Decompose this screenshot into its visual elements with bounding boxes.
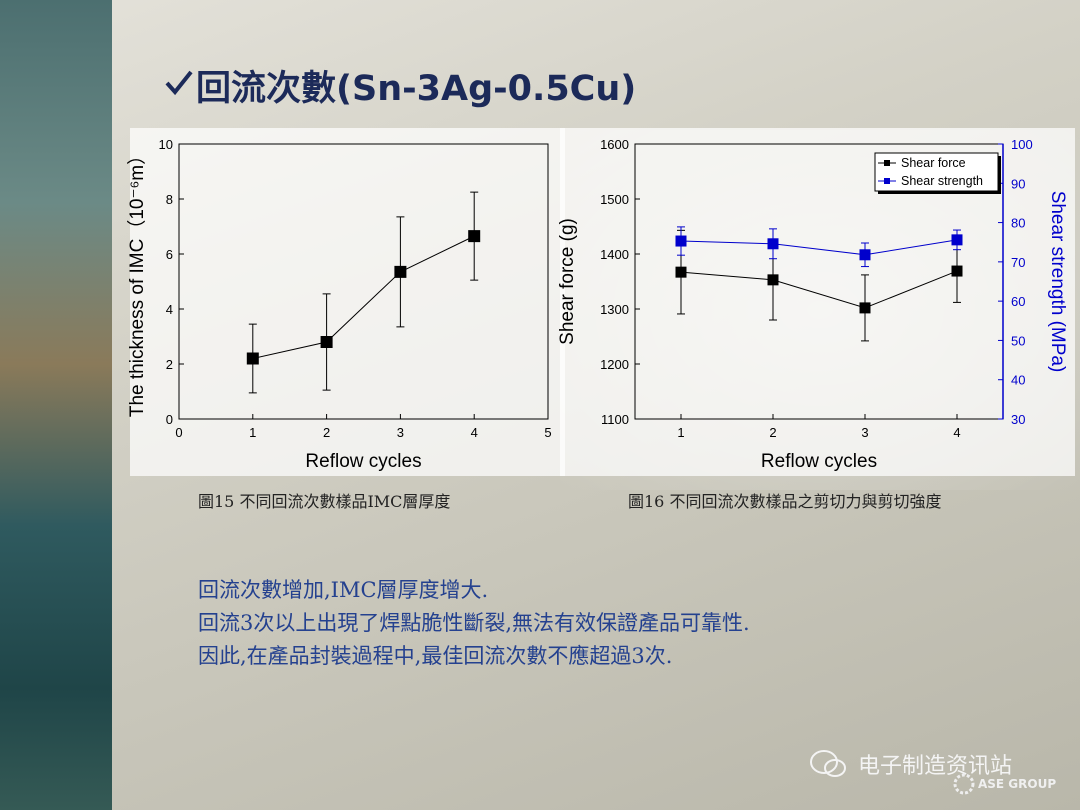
watermark: 电子制造资讯站 (858, 754, 1013, 779)
check-mark (165, 70, 193, 96)
marker (767, 238, 779, 250)
legend-box (874, 152, 999, 192)
chart: 0 1 2 3 4 5 0 2 4 6 8 10 Reflow cycles The thickness … (126, 128, 565, 476)
legend-label: Shear force (901, 156, 966, 170)
y-tick-label: 4 (166, 302, 173, 317)
y-tick-label: 1200 (600, 357, 629, 372)
y-tick-label: 0 (166, 412, 173, 427)
series-line (680, 239, 958, 256)
marker (468, 230, 481, 243)
y2-tick-label: 50 (1011, 333, 1025, 348)
marker (320, 336, 333, 348)
y-tick-label: 1100 (601, 412, 629, 427)
y-tick-label: 8 (166, 192, 173, 207)
chart: 1 2 3 4 1100 1200 1300 1400 1500 1600 30 40 50 60 70 80… (557, 128, 1075, 476)
plot-frame (178, 143, 549, 420)
x-tick-label: 4 (471, 425, 478, 440)
slide-title: 回流次數(Sn-3Ag-0.5Cu) (196, 69, 637, 109)
y-axis-label: Shear force (g) (557, 218, 578, 345)
x-tick-label: 2 (769, 425, 776, 440)
body-text: 回流3次以上出現了焊點脆性斷裂,無法有效保證產品可靠性. (198, 611, 750, 635)
logo-text: ASE GROUP (978, 777, 1057, 791)
y2-axis-label: Shear strength (MPa) (1047, 191, 1068, 373)
y2-tick-label: 60 (1011, 294, 1025, 309)
y-tick-label: 2 (166, 357, 173, 372)
x-tick-label: 5 (544, 425, 551, 440)
x-tick-label: 0 (175, 425, 182, 440)
x-tick-label: 4 (953, 425, 960, 440)
series-line (252, 235, 475, 359)
marker (675, 235, 687, 247)
marker (675, 266, 687, 278)
y-axis-label: The thickness of IMC（10⁻⁶m） (126, 146, 148, 417)
wechat-icon (810, 750, 846, 777)
x-axis-label: Reflow cycles (305, 451, 421, 472)
y-tick-label: 10 (159, 137, 173, 152)
chart-background (130, 128, 565, 476)
series-line (680, 270, 958, 309)
legend-label: Shear strength (901, 174, 983, 188)
marker (951, 234, 963, 246)
y-tick-label: 1300 (600, 302, 629, 317)
x-tick-label: 1 (677, 425, 684, 440)
y2-tick-label: 30 (1011, 412, 1025, 427)
y2-tick-label: 70 (1011, 255, 1025, 270)
icon-bubble (824, 759, 846, 777)
logo-gear (953, 773, 975, 795)
y2-tick-label: 100 (1011, 137, 1033, 152)
marker (246, 352, 259, 365)
x-tick-label: 2 (323, 425, 330, 440)
marker (951, 265, 963, 277)
y-tick-label: 1500 (600, 192, 629, 207)
logo-icon (953, 773, 975, 795)
legend-marker (884, 178, 890, 184)
x-axis-label: Reflow cycles (761, 451, 877, 472)
check-icon (165, 70, 193, 96)
marker (767, 274, 779, 286)
body-text: 回流次數增加,IMC層厚度增大. (198, 578, 489, 602)
y2-tick-label: 90 (1011, 176, 1025, 191)
y2-tick-label: 40 (1011, 373, 1025, 388)
marker (859, 249, 871, 261)
marker (859, 302, 871, 314)
x-tick-label: 3 (397, 425, 404, 440)
x-tick-label: 3 (861, 425, 868, 440)
y-tick-label: 1600 (600, 137, 629, 152)
marker (394, 265, 407, 278)
legend-marker (884, 160, 890, 166)
caption: 圖15 不同回流次數樣品IMC層厚度 (198, 492, 451, 511)
icon-bubble (810, 750, 838, 774)
y2-tick-label: 80 (1011, 216, 1025, 231)
caption: 圖16 不同回流次數樣品之剪切力與剪切強度 (628, 492, 942, 511)
y-tick-label: 1400 (600, 247, 629, 262)
body-text: 因此,在產品封裝過程中,最佳回流次數不應超過3次. (198, 644, 673, 668)
y-tick-label: 6 (166, 247, 173, 262)
side-image (0, 0, 112, 810)
x-tick-label: 1 (249, 425, 256, 440)
